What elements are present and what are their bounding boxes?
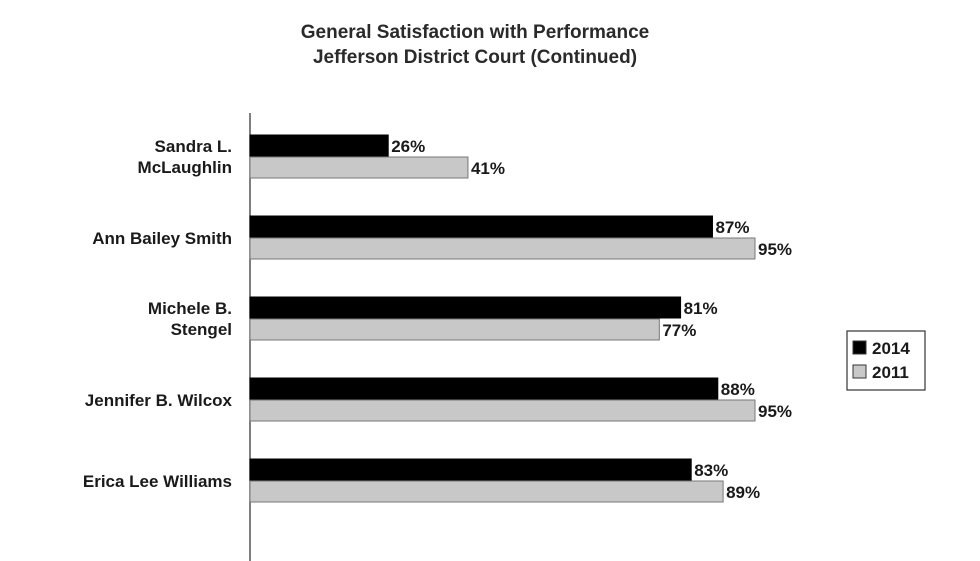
chart-title: General Satisfaction with Performance — [300, 22, 650, 43]
data-label-2011-4: 89% — [726, 483, 760, 502]
data-label-2011-3: 95% — [758, 402, 792, 421]
category-label: Ann Bailey Smith — [92, 229, 232, 248]
data-label-2014-3: 88% — [721, 380, 755, 399]
bar-2014-4 — [249, 458, 692, 481]
category-label: Sandra L. McLaughlin — [138, 137, 232, 177]
bar-2011-2 — [249, 318, 660, 341]
chart-subtitle: Jefferson District Court (Continued) — [312, 47, 638, 68]
legend-swatch-2011 — [852, 364, 867, 379]
category-label: Erica Lee Williams — [83, 472, 232, 491]
bar-2014-1 — [249, 215, 713, 238]
data-label-2014-1: 87% — [715, 218, 749, 237]
bar-2011-1 — [249, 237, 756, 260]
bar-2011-0 — [249, 156, 469, 179]
data-label-2014-4: 83% — [694, 461, 728, 480]
legend-label-2014: 2014 — [872, 339, 910, 358]
bar-2014-3 — [249, 377, 719, 400]
bar-2011-3 — [249, 399, 756, 422]
data-label-2014-0: 26% — [391, 137, 425, 156]
legend-label-2011: 2011 — [872, 363, 909, 382]
category-label-line: Stengel — [171, 320, 232, 339]
bar-2011-4 — [249, 480, 724, 503]
bar-2014-2 — [249, 296, 682, 319]
category-label-line: McLaughlin — [138, 158, 232, 177]
category-label-line: Sandra L. — [155, 137, 232, 156]
data-label-2011-0: 41% — [471, 159, 505, 178]
data-label-2011-1: 95% — [758, 240, 792, 259]
category-label: Jennifer B. Wilcox — [85, 391, 233, 410]
bar-2014-0 — [249, 134, 389, 157]
data-label-2014-2: 81% — [684, 299, 718, 318]
category-label: Michele B. Stengel — [148, 299, 232, 339]
category-label-line: Michele B. — [148, 299, 232, 318]
data-label-2011-2: 77% — [662, 321, 696, 340]
legend-swatch-2014 — [852, 340, 867, 355]
